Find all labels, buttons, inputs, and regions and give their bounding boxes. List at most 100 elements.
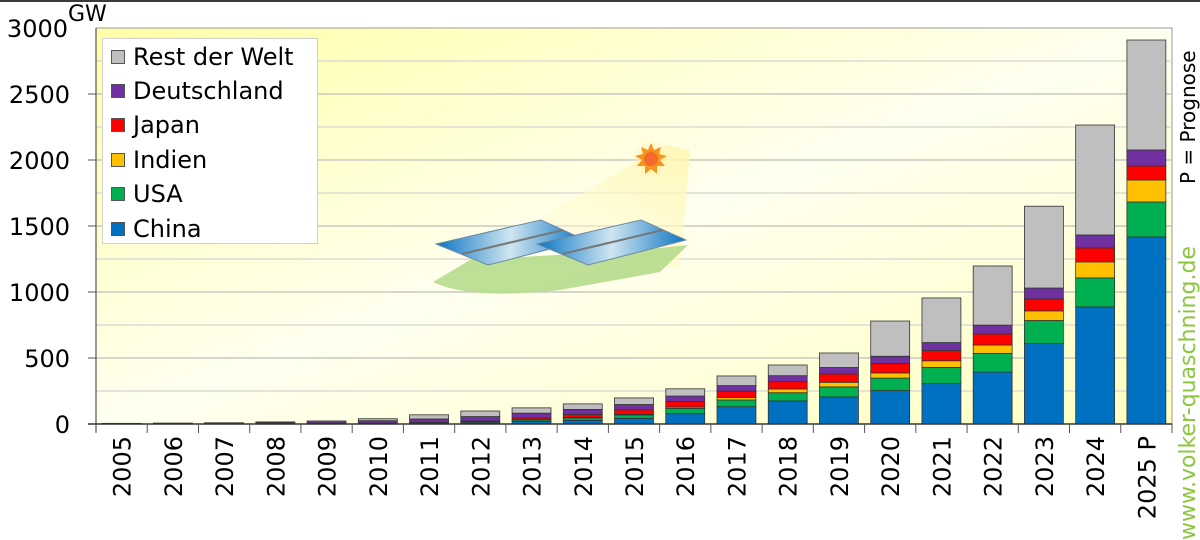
bar-stack bbox=[511, 407, 552, 425]
bar-stack bbox=[819, 352, 859, 425]
x-tick-label: 2006 bbox=[160, 436, 188, 497]
bar-segment bbox=[819, 396, 859, 425]
bar-segment bbox=[819, 386, 859, 398]
bar-stack bbox=[921, 297, 962, 425]
bar-segment bbox=[1075, 124, 1116, 236]
x-tick-label: 2025 P bbox=[1133, 436, 1161, 519]
bar-segment bbox=[972, 265, 1013, 326]
y-tick-label: 1500 bbox=[9, 213, 70, 241]
legend-label: USA bbox=[133, 180, 183, 208]
bar-segment bbox=[921, 366, 962, 385]
bar-segment bbox=[716, 385, 757, 392]
bar-stack bbox=[870, 320, 911, 425]
x-tick-label: 2009 bbox=[314, 436, 342, 497]
x-tick-label: 2007 bbox=[211, 436, 239, 497]
bar-segment bbox=[1126, 179, 1167, 203]
bar-segment bbox=[819, 381, 859, 388]
legend-swatch bbox=[111, 118, 125, 132]
bar-segment bbox=[1024, 287, 1064, 300]
bar-segment bbox=[870, 372, 911, 379]
x-tick-label: 2014 bbox=[570, 436, 598, 497]
bar-segment bbox=[767, 364, 808, 377]
bar-stack bbox=[1024, 205, 1064, 425]
x-tick-label: 2013 bbox=[519, 436, 547, 497]
y-tick-label: 3000 bbox=[7, 15, 68, 43]
bar-stack bbox=[614, 397, 654, 425]
watermark-url: www.volker-quaschning.de bbox=[1176, 246, 1200, 540]
x-tick-label: 2024 bbox=[1082, 436, 1110, 497]
bar-segment bbox=[767, 400, 808, 425]
prognose-note: P = Prognose bbox=[1176, 50, 1200, 184]
bar-segment bbox=[716, 390, 757, 398]
solar-panels-with-sun-icon bbox=[433, 137, 690, 294]
legend-swatch bbox=[111, 222, 125, 236]
bar-segment bbox=[1075, 247, 1116, 263]
bar-segment bbox=[870, 355, 911, 364]
bar-segment bbox=[1024, 343, 1064, 425]
legend: Rest der Welt Deutschland Japan Indien U… bbox=[102, 38, 318, 244]
legend-swatch bbox=[111, 84, 125, 98]
bar-segment bbox=[409, 418, 449, 423]
bar-segment bbox=[870, 377, 911, 392]
bar-segment bbox=[819, 352, 859, 368]
y-tick-label: 0 bbox=[55, 411, 70, 439]
bar-segment bbox=[716, 375, 757, 386]
bar-stack bbox=[665, 388, 706, 425]
legend-item-usa: USA bbox=[111, 179, 183, 209]
bar-stack bbox=[1126, 39, 1167, 425]
x-tick-label: 2015 bbox=[621, 436, 649, 497]
bar-stack bbox=[562, 403, 603, 425]
bar-segment bbox=[1075, 277, 1116, 308]
bar-stack bbox=[716, 375, 757, 425]
x-tick-label: 2016 bbox=[672, 436, 700, 497]
x-tick-label: 2022 bbox=[980, 436, 1008, 497]
bar-segment bbox=[767, 392, 808, 402]
bar-stack bbox=[409, 414, 449, 425]
bar-segment bbox=[614, 397, 654, 405]
bar-segment bbox=[767, 388, 808, 394]
bar-stack bbox=[460, 410, 501, 425]
legend-item-rest-der-welt: Rest der Welt bbox=[111, 42, 294, 72]
bar-segment bbox=[357, 418, 398, 422]
bar-segment bbox=[511, 407, 552, 414]
bar-segment bbox=[972, 352, 1013, 373]
legend-label: Indien bbox=[133, 146, 208, 174]
legend-item-china: China bbox=[111, 214, 202, 244]
legend-item-japan: Japan bbox=[111, 110, 200, 140]
bar-segment bbox=[1075, 234, 1116, 249]
x-tick-label: 2018 bbox=[775, 436, 803, 497]
bar-segment bbox=[1126, 149, 1167, 167]
legend-label: China bbox=[133, 215, 202, 243]
legend-swatch bbox=[111, 187, 125, 201]
bar-segment bbox=[1075, 306, 1116, 425]
y-axis-unit: GW bbox=[68, 2, 107, 27]
bar-series bbox=[101, 39, 1167, 425]
bar-segment bbox=[460, 416, 501, 422]
bar-segment bbox=[819, 367, 859, 375]
bar-segment bbox=[767, 375, 808, 383]
bar-segment bbox=[1126, 39, 1167, 151]
bar-segment bbox=[306, 420, 347, 423]
x-tick-label: 2017 bbox=[723, 436, 751, 497]
bar-segment bbox=[511, 412, 552, 419]
bar-segment bbox=[665, 401, 706, 408]
bar-segment bbox=[870, 320, 911, 357]
axes: 0 500 1000 1500 2000 2500 3000 2005 2006 2007 2008… bbox=[7, 15, 1173, 519]
bar-segment bbox=[1126, 201, 1167, 238]
bar-segment bbox=[562, 403, 603, 410]
bar-segment bbox=[921, 297, 962, 343]
bar-segment bbox=[1024, 320, 1064, 345]
x-tick-label: 2019 bbox=[826, 436, 854, 497]
bar-segment bbox=[972, 344, 1013, 354]
bar-segment bbox=[409, 414, 449, 420]
bar-segment bbox=[921, 342, 962, 351]
bar-segment bbox=[665, 395, 706, 402]
bar-segment bbox=[972, 333, 1013, 346]
bar-segment bbox=[1024, 205, 1064, 289]
x-tick-label: 2023 bbox=[1031, 436, 1059, 497]
y-tick-label: 2500 bbox=[9, 81, 70, 109]
bar-segment bbox=[767, 381, 808, 390]
bar-segment bbox=[460, 410, 501, 417]
bar-segment bbox=[1024, 310, 1064, 321]
y-tick-label: 500 bbox=[24, 345, 70, 373]
